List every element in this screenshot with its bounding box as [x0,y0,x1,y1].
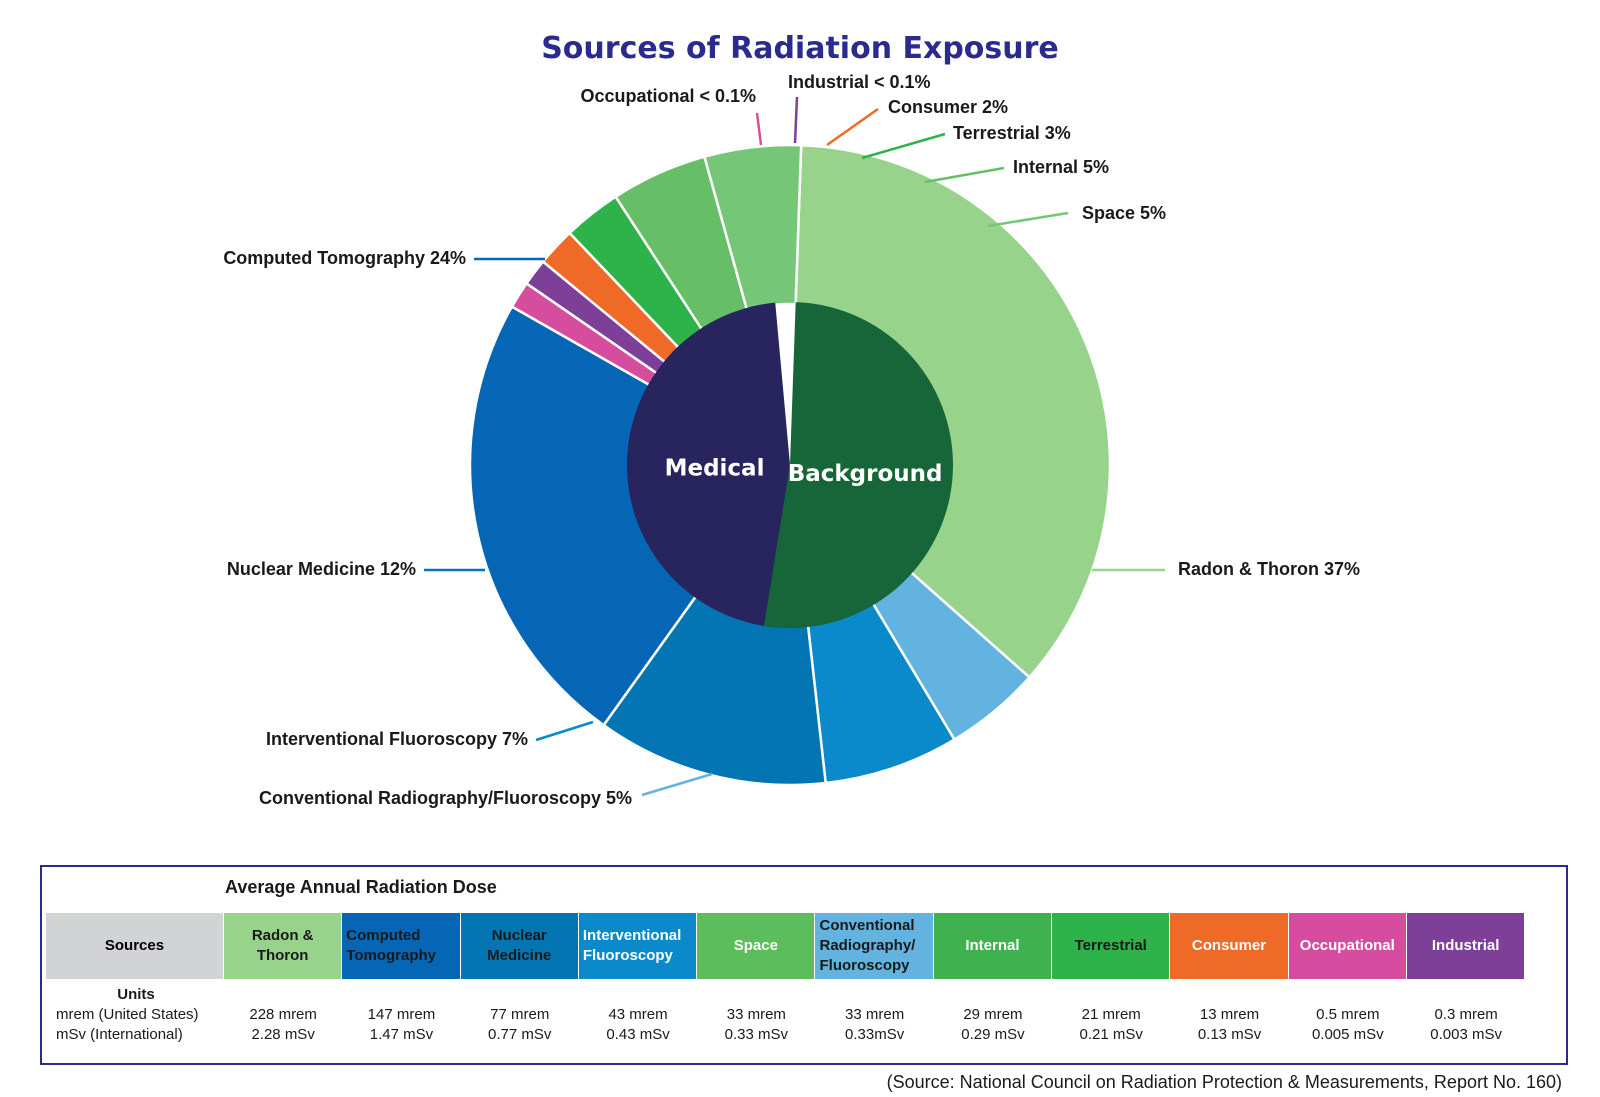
msv-value: 0.21 mSv [1079,1026,1143,1043]
header-consumer: Consumer [1170,913,1289,979]
mrem-value: 33 mrem [845,1006,905,1023]
mrem-value: 147 mrem [367,1006,436,1023]
header-industrial: Industrial [1406,913,1526,979]
header-conventional-radiography-fluoroscopy: Conventional Radiography/ Fluoroscopy [815,913,934,979]
mrem-value: 43 mrem [608,1006,668,1023]
label-space: Space 5% [1082,203,1166,223]
table-values-row: Units mrem (United States) mSv (Internat… [46,985,1565,1045]
inner-medical [627,302,790,628]
units-label: Units [117,986,155,1003]
label-radon-thoron: Radon & Thoron 37% [1178,559,1360,579]
source-note: (Source: National Council on Radiation P… [886,1072,1562,1092]
value-occupational: 0.5 mrem 0.005 mSv [1289,985,1407,1045]
mrem-value: 77 mrem [490,1006,550,1023]
value-consumer: 13 mrem 0.13 mSv [1170,985,1288,1045]
label-consumer: Consumer 2% [888,97,1008,117]
msv-value: 2.28 mSv [251,1026,315,1043]
leader-conventional-radiography-fluoroscopy [641,772,713,797]
header-space: Space [697,913,816,979]
dose-table: Average Annual Radiation Dose Sources Ra… [40,865,1568,1065]
msv-value: 0.13 mSv [1197,1026,1262,1043]
mrem-value: 21 mrem [1081,1006,1141,1023]
header-terrestrial: Terrestrial [1052,913,1171,979]
chart-title: Sources of Radiation Exposure [541,31,1059,66]
value-space: 33 mrem 0.33 mSv [697,985,815,1045]
inner-ring: Medical Background [627,302,954,628]
leader-consumer [826,107,879,147]
label-terrestrial: Terrestrial 3% [953,123,1071,143]
label-industrial: Industrial < 0.1% [788,72,931,92]
value-computed-tomography: 147 mrem 1.47 mSv [342,985,460,1045]
header-computed-tomography: Computed Tomography [342,913,461,979]
msv-value: 1.47 mSv [369,1026,434,1043]
label-interventional-fluoroscopy: Interventional Fluoroscopy 7% [266,729,528,749]
msv-value: 0.77 mSv [488,1026,552,1043]
value-interventional-fluoroscopy: 43 mrem 0.43 mSv [579,985,697,1045]
value-terrestrial: 21 mrem 0.21 mSv [1052,985,1170,1045]
header-interventional-fluoroscopy: Interventional Fluoroscopy [578,913,698,979]
msv-value: 0.33mSv [845,1026,905,1043]
msv-value: 0.29 mSv [961,1026,1025,1043]
leader-occupational [755,112,763,146]
mrem-value: 228 mrem [249,1006,317,1023]
leader-internal [924,166,1005,184]
value-radon-thoron: 228 mrem 2.28 mSv [224,985,342,1045]
inner-label-background: Background [788,461,943,487]
value-internal: 29 mrem 0.29 mSv [934,985,1052,1045]
msv-value: 0.33 mSv [724,1026,789,1043]
msv-value: 0.43 mSv [606,1026,670,1043]
leader-space [987,211,1069,228]
leader-terrestrial [861,132,946,160]
outer-ring [468,143,1112,787]
label-nuclear-medicine: Nuclear Medicine 12% [227,559,416,579]
units-cell: Units mrem (United States) mSv (Internat… [46,985,224,1045]
units-us: mrem (United States) [56,1006,199,1023]
table-header-row: Sources Radon & Thoron Computed Tomograph… [46,913,1565,979]
mrem-value: 0.3 mrem [1434,1006,1498,1023]
value-conventional-radiography-fluoroscopy: 33 mrem 0.33mSv [815,985,933,1045]
label-internal: Internal 5% [1013,157,1109,177]
header-nuclear-medicine: Nuclear Medicine [460,913,579,979]
slice-labels: Radon & Thoron 37% Conventional Radiograp… [223,72,1360,808]
mrem-value: 33 mrem [726,1006,786,1023]
leader-lines [424,96,1165,797]
label-computed-tomography: Computed Tomography 24% [223,248,466,268]
leader-interventional-fluoroscopy [535,720,594,742]
header-internal: Internal [933,913,1053,979]
units-intl: mSv (International) [56,1026,183,1043]
msv-value: 0.003 mSv [1430,1026,1502,1043]
inner-background [763,302,954,628]
header-occupational: Occupational [1288,913,1407,979]
label-conventional-radiography-fluoroscopy: Conventional Radiography/Fluoroscopy 5% [259,788,632,808]
leader-industrial [793,96,799,144]
inner-label-medical: Medical [665,455,765,481]
header-sources: Sources [46,913,224,979]
mrem-value: 0.5 mrem [1316,1006,1380,1023]
header-radon-thoron: Radon & Thoron [224,913,343,979]
msv-value: 0.005 mSv [1311,1026,1384,1043]
radiation-pie-chart: Sources of Radiation Exposure Medical Bac… [223,31,1360,808]
value-nuclear-medicine: 77 mrem 0.77 mSv [461,985,579,1045]
mrem-value: 29 mrem [963,1006,1023,1023]
mrem-value: 13 mrem [1199,1006,1260,1023]
value-industrial: 0.3 mrem 0.003 mSv [1407,985,1525,1045]
label-occupational: Occupational < 0.1% [580,86,756,106]
table-title: Average Annual Radiation Dose [225,877,497,897]
